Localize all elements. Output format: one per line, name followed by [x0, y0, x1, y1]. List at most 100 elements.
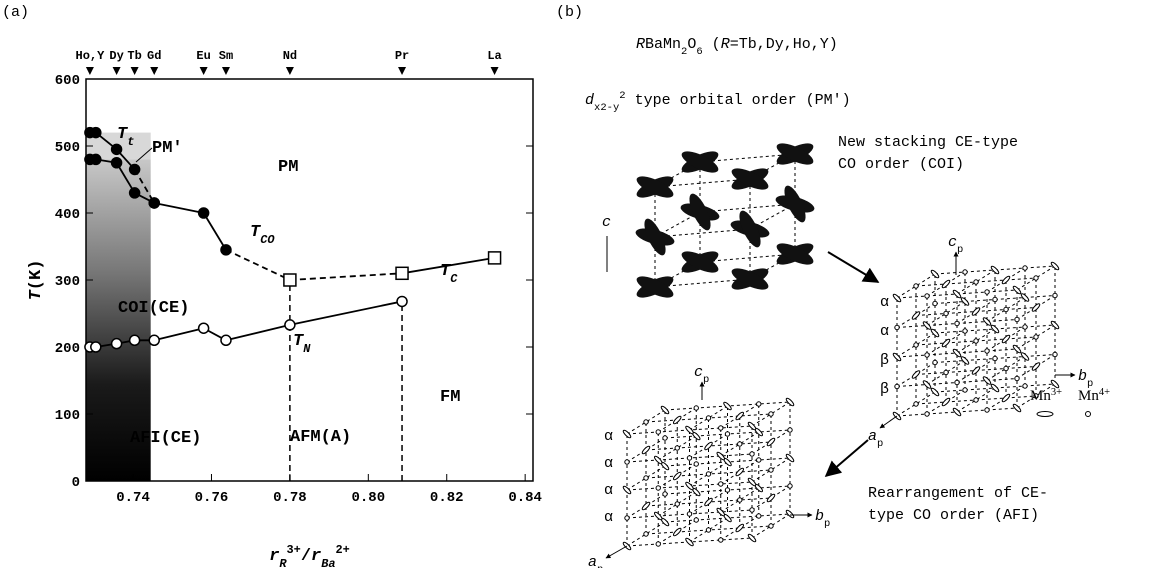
mn4-ion — [624, 515, 630, 521]
mn3-ion — [971, 307, 981, 316]
x-axis-label-part: Ba — [321, 557, 335, 568]
series-label: TN — [293, 332, 311, 356]
axis-label-part: b — [1078, 368, 1087, 385]
mn3-ion — [766, 493, 776, 503]
mn4-ion — [932, 300, 938, 307]
mn3-ion — [672, 527, 682, 537]
mn4-ion — [718, 481, 724, 487]
series-label-part: C — [450, 272, 458, 286]
x-tick-label: 0.76 — [195, 490, 229, 506]
mn4-ion — [1003, 306, 1009, 313]
layer-label: α — [604, 482, 613, 499]
orbital-lobe — [644, 218, 666, 256]
series-segment — [133, 168, 156, 204]
co-region — [86, 159, 151, 481]
layer-label: α — [604, 509, 613, 526]
mn3-ion — [716, 507, 726, 517]
mn3-ion — [641, 445, 651, 455]
data-point — [110, 157, 123, 169]
mn3-ion — [1012, 403, 1022, 413]
series-segment — [289, 300, 403, 326]
mn4-ion — [894, 324, 900, 331]
series-label-part: T — [117, 125, 128, 144]
lattice-line — [720, 403, 760, 429]
lattice-line — [1016, 295, 1056, 320]
top-marker-label: Gd — [147, 49, 161, 63]
y-tick-label: 200 — [55, 341, 80, 357]
mn4-ion — [643, 419, 649, 425]
mn4-ion — [787, 427, 793, 433]
mn3-ion — [930, 269, 940, 279]
lattice-line — [926, 330, 966, 356]
mn4-ion — [724, 431, 731, 437]
mn3-ion — [766, 437, 776, 447]
lattice-line — [1016, 324, 1056, 350]
formula-part: R — [721, 36, 730, 53]
lattice-line — [751, 401, 791, 427]
mn3-ion — [685, 481, 694, 491]
mn4-ion — [913, 283, 919, 289]
top-marker-label: La — [487, 49, 501, 63]
mn3-ion — [971, 366, 981, 375]
mn3-ion — [704, 441, 713, 451]
caption: Rearrangement of CE- — [868, 485, 1048, 502]
mn3-ion — [672, 471, 682, 481]
y-tick-label: 600 — [55, 73, 80, 89]
lattice-line — [689, 405, 728, 431]
mn4-ion — [1014, 316, 1020, 323]
mn3-ion — [1031, 303, 1041, 312]
mn4-ion — [962, 328, 968, 334]
lattice-line — [657, 491, 697, 517]
series-segment — [154, 202, 204, 214]
mn4-ion — [705, 415, 712, 421]
y-axis-label-part: T — [27, 289, 46, 300]
mn4-ion — [787, 483, 793, 489]
mn3-ion — [941, 279, 951, 289]
lattice-line — [699, 153, 796, 163]
lattice-line — [654, 228, 751, 238]
arrow — [827, 251, 880, 283]
mn3-ion — [941, 338, 951, 348]
y-axis-label: T(K) — [27, 260, 46, 301]
mn4-ion — [737, 441, 743, 447]
mn4-ion — [924, 293, 930, 299]
lattice-line — [626, 409, 666, 435]
mn4-ion — [1052, 351, 1058, 358]
mn3-ion — [685, 537, 694, 547]
lattice-line — [926, 389, 966, 415]
lattice-line — [1016, 265, 1056, 291]
mn4-ion — [984, 348, 990, 354]
mn4-ion — [686, 455, 693, 461]
top-marker-label: Nd — [283, 49, 297, 63]
mn4-ion — [643, 531, 649, 537]
lattice-line — [926, 271, 966, 297]
lattice-line — [986, 356, 1026, 381]
top-marker — [398, 67, 407, 75]
mn4-ion — [913, 401, 919, 407]
layer-label: β — [880, 352, 889, 369]
mn4-ion — [1052, 292, 1058, 299]
mn4-ion — [1033, 334, 1039, 340]
mn3-ion — [1001, 334, 1011, 344]
lattice-line — [896, 332, 936, 358]
mn3-ion — [1050, 261, 1060, 271]
series-segment — [225, 249, 291, 281]
lattice-line — [896, 362, 936, 387]
mn3-ion — [672, 415, 682, 425]
axis-label: c — [602, 214, 611, 231]
x-axis-label-part: 3+ — [287, 543, 301, 557]
orbital-lobe — [731, 168, 769, 190]
mn3-ion — [660, 405, 670, 415]
x-axis-label-part: r — [269, 547, 279, 566]
mn4-ion — [756, 457, 762, 463]
mn3-ion — [922, 321, 932, 330]
lattice-line — [896, 303, 936, 328]
mn4-ion — [662, 491, 668, 497]
mn4-ion — [662, 435, 668, 441]
axis-label: cp — [948, 234, 963, 256]
axis-label: cp — [694, 364, 709, 386]
axis-arrow — [605, 545, 628, 559]
orbital-lobe — [636, 276, 674, 298]
orbital-lobe — [739, 210, 761, 248]
orbital-order-label-part: x — [594, 102, 600, 114]
